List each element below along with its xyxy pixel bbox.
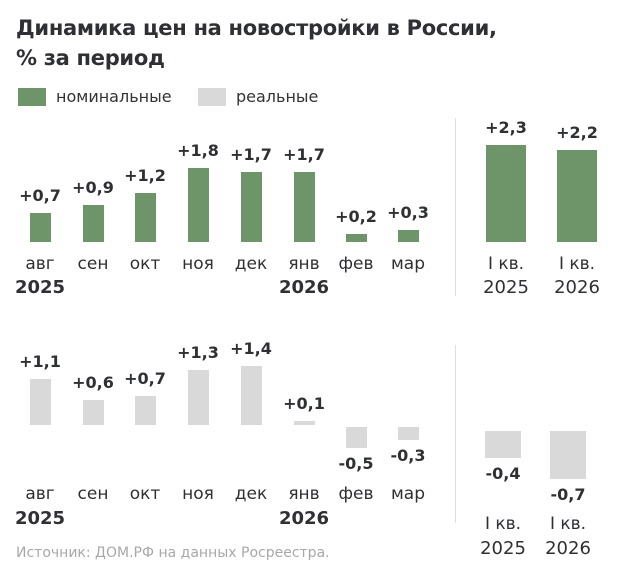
data-label: -0,7: [550, 484, 586, 504]
bar: [293, 172, 315, 242]
bar: [485, 431, 521, 459]
year-label: 2026: [554, 277, 600, 298]
category-label: янв: [288, 254, 320, 274]
bar: [187, 370, 209, 425]
category-label: окт: [129, 254, 161, 274]
category-label: фев: [338, 254, 374, 274]
year-label: 2026: [278, 277, 330, 298]
year-label: 2025: [14, 277, 66, 298]
year-label: 2025: [14, 508, 66, 529]
data-label: +0,7: [124, 368, 166, 388]
data-label: +1,4: [230, 339, 272, 359]
year-label: 2025: [480, 538, 526, 559]
year-label: 2025: [483, 277, 529, 298]
data-label: -0,5: [338, 454, 374, 473]
data-label: +1,3: [177, 343, 219, 363]
divider-bottom: [455, 345, 456, 523]
data-label: +0,3: [387, 202, 429, 222]
divider-top: [455, 118, 456, 296]
category-label: сен: [77, 484, 109, 504]
bar: [134, 395, 156, 425]
category-label: мар: [390, 484, 426, 504]
category-label: I кв.: [487, 254, 525, 274]
legend-label-nominal: номинальные: [56, 87, 172, 106]
category-label: мар: [390, 254, 426, 274]
data-label: -0,4: [485, 464, 521, 484]
data-label: +0,7: [19, 186, 61, 206]
category-label: сен: [77, 254, 109, 274]
bar: [240, 366, 262, 425]
category-label: авг: [25, 484, 55, 504]
bar: [486, 145, 526, 242]
source-note: Источник: ДОМ.РФ на данных Росреестра.: [16, 545, 330, 561]
bar: [557, 149, 597, 242]
bar: [29, 378, 51, 425]
category-label: дек: [234, 484, 268, 504]
category-label: ноя: [182, 484, 214, 504]
data-label: -0,3: [390, 445, 426, 465]
category-label: фев: [338, 484, 374, 504]
category-label: I кв.: [484, 514, 522, 534]
year-label: 2026: [545, 538, 591, 559]
data-label: +1,2: [124, 165, 166, 185]
legend-swatch-nominal: [18, 88, 46, 106]
data-label: +1,1: [19, 351, 61, 371]
data-label: +1,7: [230, 145, 272, 165]
data-label: +1,7: [283, 145, 325, 165]
bar: [82, 399, 104, 425]
bar: [345, 233, 367, 242]
data-label: +0,2: [335, 206, 377, 226]
bar: [187, 168, 209, 242]
bar: [82, 205, 104, 242]
data-label: +1,8: [177, 141, 219, 161]
bar: [397, 229, 419, 242]
data-label: +0,1: [283, 393, 325, 413]
category-label: дек: [234, 254, 268, 274]
category-label: I кв.: [558, 254, 596, 274]
data-label: +2,3: [485, 118, 527, 138]
bar: [345, 427, 367, 448]
data-label: +0,6: [72, 372, 114, 392]
year-label: 2026: [278, 508, 330, 529]
bar: [134, 192, 156, 242]
category-label: ноя: [182, 254, 214, 274]
data-label: +0,9: [72, 178, 114, 198]
legend-label-real: реальные: [236, 87, 319, 106]
category-label: авг: [25, 254, 55, 274]
data-label: +2,2: [556, 122, 598, 142]
chart-title: Динамика цен на новостройки в России,: [16, 16, 497, 40]
chart-subtitle: % за период: [16, 46, 165, 70]
bar: [29, 213, 51, 242]
legend-swatch-real: [198, 88, 226, 106]
category-label: янв: [288, 484, 320, 504]
bar: [397, 427, 419, 440]
bar: [293, 420, 315, 425]
category-label: окт: [129, 484, 161, 504]
category-label: I кв.: [549, 514, 587, 534]
bar: [550, 431, 586, 479]
bar: [240, 172, 262, 242]
